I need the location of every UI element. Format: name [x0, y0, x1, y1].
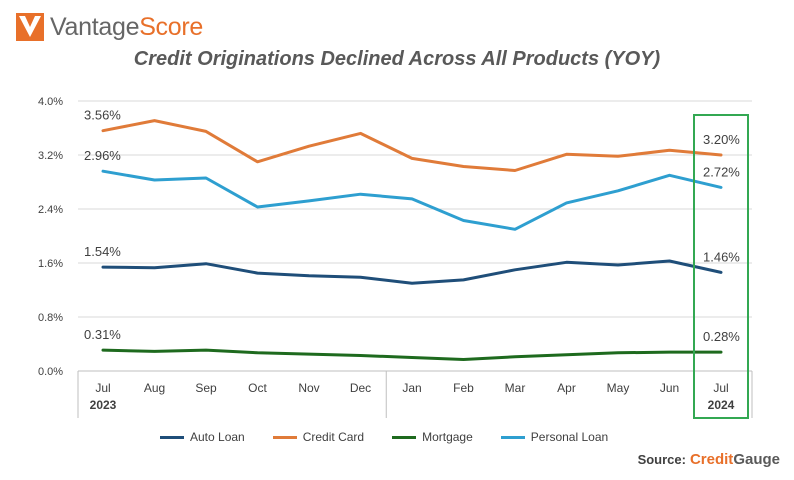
x-tick-label: Nov: [298, 381, 319, 395]
data-label-end-personal: 2.72%: [703, 164, 740, 179]
x-tick-label: Jun: [660, 381, 679, 395]
legend-item-auto: Auto Loan: [160, 430, 245, 444]
latest-month-highlight: [693, 114, 749, 419]
series-line-credit: [101, 119, 723, 172]
logo-text-left: Vantage: [50, 12, 140, 41]
y-tick-label: 0.8%: [38, 312, 63, 324]
data-label-start-mortgage: 0.31%: [84, 327, 121, 342]
x-tick-label: Sep: [195, 381, 217, 395]
vantagescore-logo-icon: [16, 13, 44, 41]
data-label-start-personal: 2.96%: [84, 148, 121, 163]
chart-legend: Auto Loan Credit Card Mortgage Personal …: [160, 430, 608, 444]
y-tick-label: 3.2%: [38, 150, 63, 162]
vantagescore-logo: VantageScore: [16, 11, 203, 43]
legend-label-personal: Personal Loan: [530, 430, 609, 444]
creditgauge-logo: CreditGauge: [690, 451, 780, 468]
x-tick-label: Oct: [248, 381, 267, 395]
legend-swatch-credit: [272, 435, 297, 439]
source-credit: Source: CreditGauge: [638, 451, 780, 468]
x-tick-label: Jul: [95, 381, 110, 395]
x-tick-label: Feb: [453, 381, 474, 395]
data-label-start-auto: 1.54%: [84, 244, 121, 259]
legend-item-mortgage: Mortgage: [392, 430, 473, 444]
data-label-end-auto: 1.46%: [703, 249, 740, 264]
legend-label-mortgage: Mortgage: [422, 430, 473, 444]
x-tick-label: Aug: [144, 381, 165, 395]
x-year-label: 2023: [90, 398, 117, 412]
source-label: Source:: [637, 452, 686, 467]
y-tick-label: 0.0%: [38, 366, 63, 378]
legend-swatch-auto: [160, 435, 184, 439]
legend-item-credit: Credit Card: [272, 430, 365, 444]
x-tick-label: Jul: [713, 381, 728, 395]
x-tick-label: May: [607, 381, 630, 395]
series-line-mortgage: [101, 348, 723, 361]
x-year-label: 2024: [708, 398, 735, 412]
legend-swatch-mortgage: [392, 435, 417, 439]
x-tick-label: Dec: [350, 381, 371, 395]
logo-text-right: Score: [139, 12, 203, 41]
legend-label-credit: Credit Card: [302, 430, 365, 444]
x-tick-label: Mar: [505, 381, 526, 395]
chart-title: Credit Originations Declined Across All …: [133, 48, 661, 70]
legend-label-auto: Auto Loan: [190, 430, 245, 444]
y-tick-label: 1.6%: [38, 258, 63, 270]
y-tick-label: 4.0%: [38, 96, 63, 108]
legend-swatch-personal: [500, 435, 525, 439]
data-label-end-credit: 3.20%: [703, 132, 740, 147]
legend-item-personal: Personal Loan: [500, 430, 609, 444]
creditgauge-text-left: Credit: [689, 451, 734, 468]
creditgauge-text-right: Gauge: [733, 451, 780, 468]
logo-wordmark: VantageScore: [50, 13, 203, 42]
x-tick-label: Apr: [557, 381, 576, 395]
x-tick-label: Jan: [402, 381, 421, 395]
series-line-auto: [101, 259, 723, 285]
y-tick-label: 2.4%: [38, 204, 63, 216]
series-line-personal: [101, 169, 723, 231]
data-label-start-credit: 3.56%: [84, 108, 121, 123]
data-label-end-mortgage: 0.28%: [703, 329, 740, 344]
